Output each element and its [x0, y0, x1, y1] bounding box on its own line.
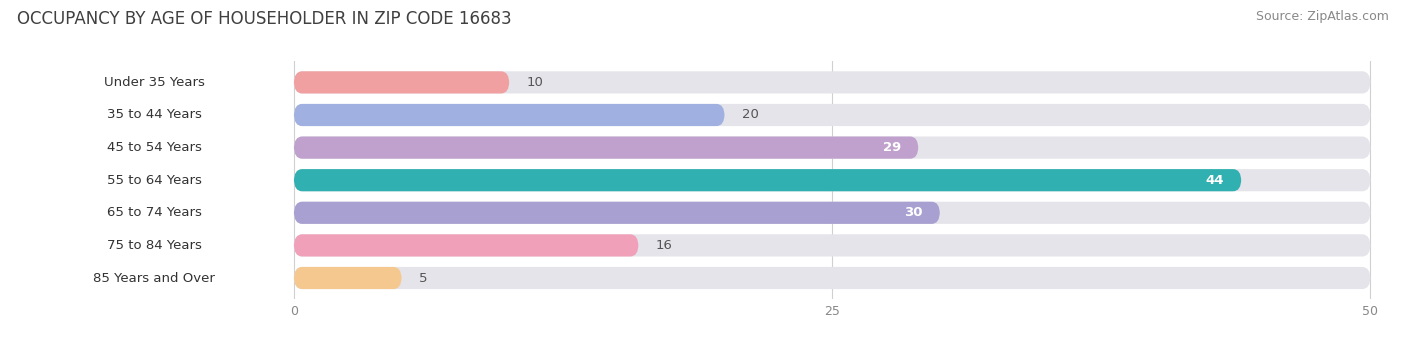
FancyBboxPatch shape	[294, 267, 1371, 289]
FancyBboxPatch shape	[294, 234, 1371, 256]
FancyBboxPatch shape	[294, 137, 918, 159]
Text: 85 Years and Over: 85 Years and Over	[93, 272, 215, 285]
FancyBboxPatch shape	[35, 140, 273, 156]
Text: 35 to 44 Years: 35 to 44 Years	[107, 108, 201, 121]
Text: Under 35 Years: Under 35 Years	[104, 76, 204, 89]
Text: 65 to 74 Years: 65 to 74 Years	[107, 206, 201, 219]
Text: 55 to 64 Years: 55 to 64 Years	[107, 174, 201, 187]
FancyBboxPatch shape	[294, 104, 724, 126]
FancyBboxPatch shape	[35, 270, 273, 286]
Text: 75 to 84 Years: 75 to 84 Years	[107, 239, 201, 252]
FancyBboxPatch shape	[294, 137, 1371, 159]
FancyBboxPatch shape	[294, 267, 402, 289]
FancyBboxPatch shape	[294, 104, 1371, 126]
FancyBboxPatch shape	[35, 74, 273, 90]
FancyBboxPatch shape	[294, 71, 1371, 94]
Text: OCCUPANCY BY AGE OF HOUSEHOLDER IN ZIP CODE 16683: OCCUPANCY BY AGE OF HOUSEHOLDER IN ZIP C…	[17, 10, 512, 28]
Text: 44: 44	[1205, 174, 1225, 187]
FancyBboxPatch shape	[294, 202, 939, 224]
FancyBboxPatch shape	[35, 172, 273, 188]
FancyBboxPatch shape	[294, 169, 1241, 191]
Text: 29: 29	[883, 141, 901, 154]
FancyBboxPatch shape	[35, 237, 273, 253]
FancyBboxPatch shape	[294, 234, 638, 256]
Text: 5: 5	[419, 272, 427, 285]
Text: 30: 30	[904, 206, 922, 219]
Text: 16: 16	[655, 239, 672, 252]
FancyBboxPatch shape	[35, 205, 273, 221]
FancyBboxPatch shape	[35, 107, 273, 123]
Text: 45 to 54 Years: 45 to 54 Years	[107, 141, 201, 154]
Text: Source: ZipAtlas.com: Source: ZipAtlas.com	[1256, 10, 1389, 23]
FancyBboxPatch shape	[294, 71, 509, 94]
Text: 10: 10	[526, 76, 543, 89]
FancyBboxPatch shape	[294, 202, 1371, 224]
FancyBboxPatch shape	[294, 169, 1371, 191]
Text: 20: 20	[742, 108, 759, 121]
